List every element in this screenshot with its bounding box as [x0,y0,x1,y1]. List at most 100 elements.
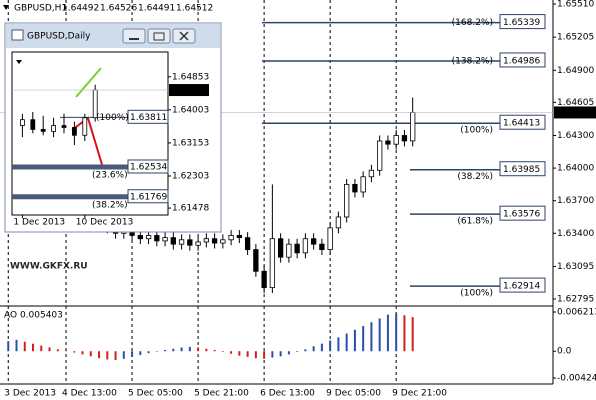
ao-bar [172,348,175,352]
y-tick-label: 1.64853 [172,72,209,82]
last-price-label: 1.64512 [557,108,594,118]
y-tick-label: 1.64900 [557,66,594,76]
ao-bar [15,339,18,352]
ao-bar [378,318,381,352]
daily-window[interactable]: 1.64853 1.64003 1.63153 1.62303 1.61478 GBPUS… [4,22,222,233]
projection-down [71,116,104,169]
y-tick-label: 1.63153 [172,138,209,148]
ao-bar [230,351,233,354]
level-box [499,52,546,68]
level-box [499,114,546,130]
ao-bar [304,349,307,352]
candle-body [360,176,366,193]
level-ratio: (23.6%) [92,170,128,180]
level-ratio: (168.2%) [452,18,493,28]
ao-bar [106,351,109,360]
inset-plot [11,51,169,216]
ao-bar [122,351,125,359]
candle-body [228,235,234,241]
candle-body [72,127,77,136]
candle-body [344,183,350,218]
ao-bar [98,351,101,359]
y-tick-label: 0.0 [557,347,572,357]
x-tick-label: 1 Dec 2013 [13,218,65,228]
quote: 1.64492 [62,4,99,14]
ao-bar [362,325,365,352]
y-tick-label: 1.61478 [172,204,209,214]
level-label: 1.64986 [503,56,540,66]
y-tick-label: 1.62795 [557,295,594,305]
candle-body [145,235,152,240]
ao-bar [73,351,76,353]
ao-bar [114,351,117,361]
x-tick-label: 10 Dec 2013 [76,218,134,228]
candle-body [377,140,383,171]
level-label: 1.61769 [130,192,167,202]
ao-bar [329,340,332,352]
ao-bar [287,351,290,355]
minimize-button[interactable] [122,28,146,44]
level-ratio: (38.2%) [457,172,493,182]
y-tick-label: 1.64300 [557,131,594,141]
ao-bar [164,349,167,352]
y-tick-label: 1.62303 [172,171,209,181]
candle-body [220,239,226,244]
maximize-button[interactable] [147,28,171,44]
level-ratio: (100%) [460,289,493,299]
x-tick-label: 6 Dec 13:00 [260,389,315,399]
level-ratio: (100%) [96,113,129,123]
candle-body [82,117,88,136]
ao-bar [320,343,323,352]
y-tick-label: 0.006213 [557,308,596,318]
candle-body [327,227,333,250]
ao-bar [81,351,84,355]
ao-bar [7,341,10,352]
level-box [499,14,546,30]
ao-bar [40,345,43,352]
y-tick-label: 1.64605 [557,98,594,108]
candle-body [302,238,309,254]
quote: 1.64491 [138,4,175,14]
candle-body [154,235,160,242]
x-tick-label: 3 Dec 2013 [4,389,56,399]
y-tick-label: 1.64000 [557,164,594,174]
ao-bar [56,349,59,352]
level-ratio: (38.2%) [92,200,128,210]
level-label: 1.65339 [503,18,540,28]
y-tick-label: 1.64003 [172,105,209,115]
level-box [499,161,546,177]
ao-bar [139,351,142,356]
candle-body [187,239,193,246]
ao-bar [65,350,68,352]
candle-body [253,249,259,272]
candle-body [410,112,416,142]
last-price-box [554,106,596,119]
level-label: 1.63811 [130,113,167,123]
ao-bar [32,343,35,352]
candle-body [401,135,408,142]
chart-title: GBPUSD,H1 [14,4,67,14]
ao-bar [131,351,134,357]
x-tick-label: 5 Dec 21:00 [194,389,249,399]
candle-body [92,89,98,119]
level-label: 1.63576 [503,210,540,220]
ao-bar [337,337,340,352]
ao-bar [213,349,216,352]
level-label: 1.64413 [503,119,540,129]
ao-bar [246,351,249,357]
ao-panel: AO 0.005403 0.006213 0.0 -0.004242 [4,308,596,384]
candle-body [368,169,375,178]
ao-bar [180,347,183,352]
y-tick-label: 1.65205 [557,33,594,43]
y-tick-label: 1.63700 [557,196,594,206]
y-tick-label: 1.63400 [557,229,594,239]
ao-bar [345,333,348,352]
x-tick-label: 4 Dec 13:00 [62,389,117,399]
candle-body [203,238,209,243]
ao-bar [89,351,92,357]
candle-body [261,270,267,289]
x-tick-label: 9 Dec 21:00 [392,389,447,399]
ao-bar [279,351,282,357]
candle-body [137,235,143,240]
